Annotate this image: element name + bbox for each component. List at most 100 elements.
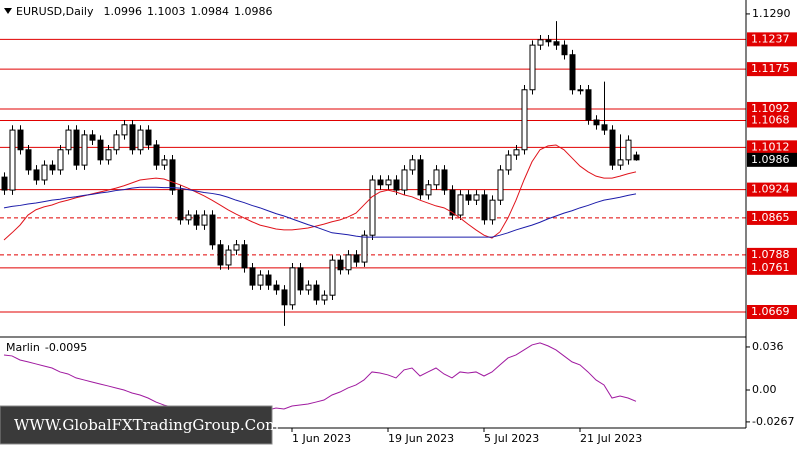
candle-body <box>113 134 120 151</box>
candle-body <box>409 159 416 171</box>
candle-body <box>505 154 512 171</box>
candle-body <box>449 189 456 216</box>
candle-body <box>233 244 240 251</box>
candle-body <box>353 254 360 263</box>
candle-body <box>457 194 464 216</box>
candle-body <box>321 294 328 301</box>
candle-body <box>417 159 424 196</box>
candle-body <box>73 129 80 166</box>
candle-body <box>545 39 552 43</box>
candle-body <box>433 169 440 186</box>
level-label-box <box>747 210 797 225</box>
level-label: 1.0761 <box>751 261 790 274</box>
y-tick-label: 1.1290 <box>752 7 791 20</box>
candle-body <box>633 154 640 161</box>
ohlc-high: 1.1003 <box>147 5 186 18</box>
level-label-box <box>747 260 797 275</box>
indicator-line <box>3 186 637 238</box>
candle-body <box>249 267 256 286</box>
candle-body <box>297 267 304 291</box>
candle-body <box>193 214 200 226</box>
level-label: 1.1175 <box>751 62 790 75</box>
candle-body <box>377 179 384 186</box>
candle-body <box>225 249 232 266</box>
candle-body <box>401 169 408 191</box>
candle-body <box>89 134 96 141</box>
level-label-box <box>747 140 797 155</box>
y-tick-label: 0.00 <box>752 383 777 396</box>
level-label: 1.1012 <box>751 140 790 153</box>
level-label: 1.1092 <box>751 102 790 115</box>
indicator-value: -0.0095 <box>45 341 87 354</box>
x-tick-label: 19 Jun 2023 <box>388 432 454 445</box>
candle-body <box>329 259 336 296</box>
symbol: EURUSD,Daily <box>16 5 94 18</box>
y-tick-label: -0.0267 <box>752 415 794 428</box>
price-label-box <box>747 152 797 167</box>
candle-body <box>345 254 352 271</box>
candle-body <box>313 284 320 301</box>
candle-body <box>49 164 56 171</box>
candle-body <box>217 244 224 266</box>
level-label-box <box>747 182 797 197</box>
candle-body <box>473 194 480 201</box>
candle-body <box>393 179 400 191</box>
level-label: 1.0669 <box>751 305 790 318</box>
current-price-label: 1.0986 <box>751 153 790 166</box>
watermark-text: WWW.GlobalFXTradingGroup.Com <box>14 416 279 434</box>
candle-body <box>97 139 104 161</box>
candle-body <box>481 194 488 221</box>
candle-body <box>553 41 560 46</box>
plot-layer <box>0 21 746 414</box>
candle-body <box>177 189 184 221</box>
level-label: 1.1237 <box>751 32 790 45</box>
x-tick-label: 21 Jul 2023 <box>580 432 642 445</box>
candle-body <box>161 159 168 166</box>
candle-body <box>489 199 496 221</box>
candle-body <box>57 149 64 171</box>
candle-body <box>593 119 600 126</box>
candle-body <box>425 184 432 196</box>
candle-body <box>577 89 584 92</box>
candle-body <box>561 44 568 56</box>
level-label-box <box>747 113 797 128</box>
level-label: 1.1068 <box>751 113 790 126</box>
menu-triangle[interactable] <box>4 8 12 14</box>
candle-body <box>105 149 112 161</box>
candle-body <box>521 89 528 151</box>
level-label: 1.0924 <box>751 183 790 196</box>
candle-body <box>513 149 520 156</box>
candle-body <box>169 159 176 191</box>
candle-body <box>497 169 504 201</box>
candle-body <box>609 129 616 166</box>
y-tick-label: 0.036 <box>752 340 784 353</box>
level-label-box <box>747 62 797 77</box>
candle-body <box>265 274 272 286</box>
candle-body <box>81 134 88 166</box>
candle-body <box>25 149 32 171</box>
candle-body <box>137 129 144 151</box>
indicator-title: Marlin -0.0095 <box>6 341 87 354</box>
x-tick-label: 5 Jul 2023 <box>484 432 539 445</box>
x-tick-label: 1 Jun 2023 <box>292 432 351 445</box>
level-label-box <box>747 32 797 47</box>
indicator-line <box>3 144 637 241</box>
candle-body <box>529 44 536 91</box>
ohlc-close: 1.0986 <box>234 5 273 18</box>
candle-body <box>281 289 288 306</box>
ohlc-open: 1.0996 <box>103 5 142 18</box>
candle-body <box>145 129 152 146</box>
candle-body <box>305 284 312 291</box>
candle-body <box>601 124 608 131</box>
watermark-box <box>0 405 273 445</box>
candle-body <box>625 139 632 161</box>
candle-body <box>129 124 136 151</box>
level-label-box <box>747 305 797 319</box>
candle-body <box>617 159 624 166</box>
candle-body <box>537 39 544 46</box>
indicator-line <box>3 342 637 414</box>
candle-body <box>153 144 160 166</box>
candle-body <box>289 267 296 306</box>
